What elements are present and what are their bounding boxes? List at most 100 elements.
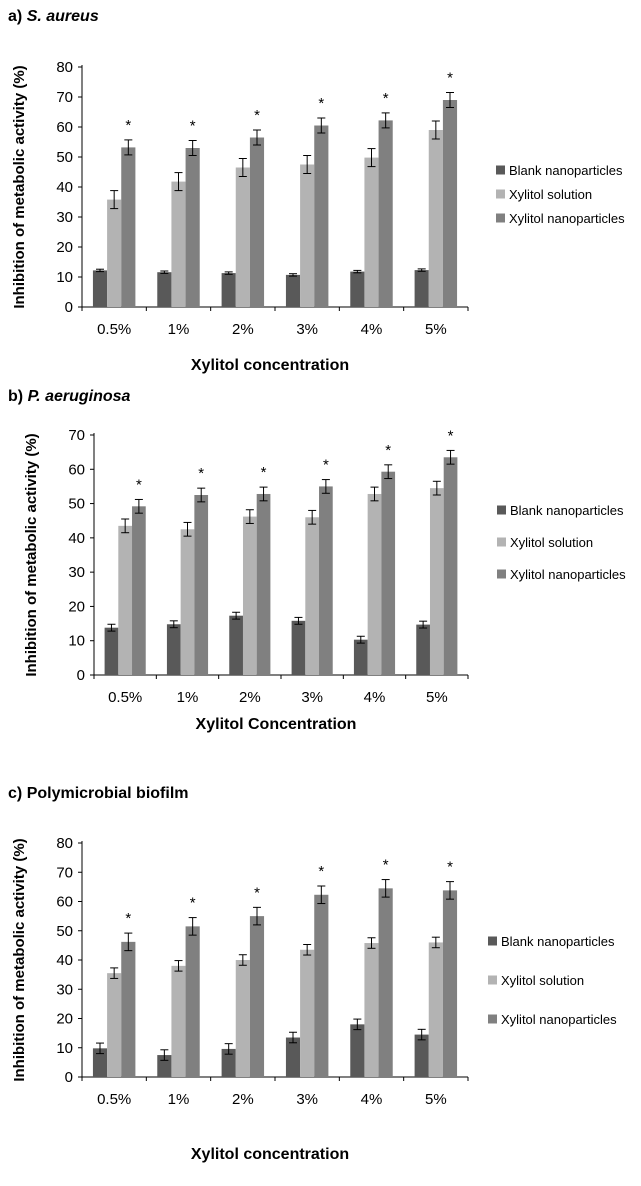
y-axis-label: Inhibition of metabolic activity (%) (23, 433, 40, 676)
y-tick-label: 40 (56, 179, 73, 196)
bar (291, 620, 306, 675)
significance-annotation: * (190, 895, 196, 912)
chart-title: b) P. aeruginosa (8, 388, 130, 406)
bar (121, 941, 136, 1077)
bar-chart-s-aureus: 0 10 20 30 40 50 60 70 80 0.5% * 1% * 2% * 3% * 4% * 5% * Inh… (11, 59, 625, 374)
y-tick-label: 40 (56, 952, 73, 969)
significance-annotation: * (318, 863, 324, 880)
x-tick-label: 5% (426, 689, 448, 706)
significance-annotation: * (447, 859, 453, 876)
chart-title-prefix: c) (8, 785, 23, 802)
bar (157, 272, 172, 307)
significance-annotation: * (383, 857, 389, 874)
y-axis-label: Inhibition of metabolic activity (%) (11, 65, 28, 308)
significance-annotation: * (254, 107, 260, 124)
bar (171, 965, 186, 1077)
legend-label: Xylitol nanoparticles (510, 567, 626, 582)
bar (378, 120, 393, 308)
chart-title-text: P. aeruginosa (27, 388, 131, 405)
chart-panel-c: c) Polymicrobial biofilm 0 10 20 30 40 50 60 70… (0, 765, 641, 1186)
legend-label: Blank nanoparticles (510, 503, 624, 518)
x-tick-label: 4% (361, 321, 383, 338)
x-tick-label: 0.5% (97, 321, 131, 338)
bar (314, 894, 329, 1077)
legend-label: Xylitol nanoparticles (509, 211, 625, 226)
bar (249, 916, 265, 1077)
bar (350, 1024, 365, 1077)
bar (443, 457, 458, 675)
significance-annotation: * (385, 442, 391, 459)
legend-label: Blank nanoparticles (509, 163, 623, 178)
bar (428, 130, 443, 307)
legend-label: Blank nanoparticles (501, 934, 615, 949)
y-tick-label: 70 (56, 89, 73, 106)
legend-swatch (496, 213, 505, 223)
significance-annotation: * (448, 427, 454, 444)
x-tick-label: 4% (361, 1091, 383, 1108)
bar (364, 157, 379, 307)
bar (92, 270, 108, 307)
x-tick-label: 4% (364, 689, 386, 706)
y-tick-label: 60 (68, 461, 85, 478)
legend-swatch (497, 537, 506, 547)
x-tick-label: 5% (425, 321, 447, 338)
significance-annotation: * (318, 95, 324, 112)
bar (314, 125, 329, 307)
bar (416, 624, 430, 675)
x-tick-label: 3% (296, 1091, 318, 1108)
x-tick-label: 2% (239, 689, 261, 706)
significance-annotation: * (190, 118, 196, 135)
chart-title-prefix: a) (8, 8, 23, 25)
legend-swatch (497, 569, 506, 579)
chart-title-prefix: b) (8, 388, 24, 405)
significance-annotation: * (125, 117, 131, 134)
legend-label: Xylitol nanoparticles (501, 1012, 617, 1027)
bar (378, 888, 393, 1077)
bar (229, 615, 243, 675)
significance-annotation: * (447, 70, 453, 87)
significance-annotation: * (261, 464, 267, 481)
significance-annotation: * (254, 884, 260, 901)
legend-swatch (496, 165, 505, 175)
bar (107, 199, 122, 307)
bar (171, 181, 186, 307)
bar (121, 147, 136, 307)
chart-title: c) Polymicrobial biofilm (8, 785, 189, 803)
chart-title-text: Polymicrobial biofilm (26, 785, 189, 802)
bar (107, 973, 122, 1077)
bar (194, 495, 209, 675)
y-tick-label: 70 (68, 427, 85, 444)
y-tick-label: 30 (56, 209, 73, 226)
bar (428, 942, 443, 1077)
bar (429, 488, 444, 675)
bar (319, 486, 333, 675)
bar (235, 960, 250, 1077)
legend-label: Xylitol solution (509, 187, 592, 202)
x-tick-label: 0.5% (97, 1091, 131, 1108)
bar (235, 167, 250, 307)
bar (132, 506, 146, 675)
y-tick-label: 50 (56, 923, 73, 940)
bar (364, 943, 379, 1077)
bar (185, 926, 200, 1077)
y-tick-label: 40 (68, 530, 85, 547)
bar (242, 516, 257, 675)
significance-annotation: * (125, 910, 131, 927)
x-axis-label: Xylitol concentration (191, 357, 349, 374)
y-tick-label: 0 (77, 667, 85, 684)
bar (249, 137, 265, 307)
bar (367, 493, 382, 675)
bar (166, 624, 181, 675)
bar (305, 517, 320, 675)
bar (285, 1037, 301, 1077)
bar (414, 270, 429, 307)
y-tick-label: 0 (65, 299, 73, 316)
x-tick-label: 1% (168, 321, 190, 338)
y-tick-label: 60 (56, 894, 73, 911)
y-tick-label: 70 (56, 864, 73, 881)
y-tick-label: 30 (56, 981, 73, 998)
bar (442, 890, 458, 1077)
bar (118, 525, 133, 675)
y-tick-label: 50 (68, 496, 85, 513)
x-tick-label: 1% (168, 1091, 190, 1108)
